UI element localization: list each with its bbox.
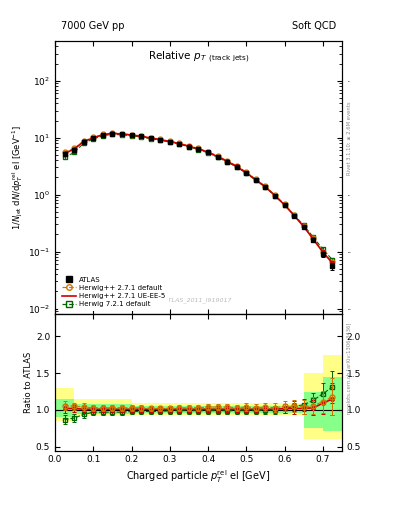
Y-axis label: Ratio to ATLAS: Ratio to ATLAS [24,352,33,413]
X-axis label: Charged particle $p^\mathrm{rel}_T$ el [GeV]: Charged particle $p^\mathrm{rel}_T$ el [… [127,468,270,485]
Text: mcplots.cern.ch [arXiv:1306.3436]: mcplots.cern.ch [arXiv:1306.3436] [347,323,352,414]
Text: ATLAS_2011_I919017: ATLAS_2011_I919017 [165,297,232,303]
Text: 7000 GeV pp: 7000 GeV pp [61,22,124,31]
Text: Soft QCD: Soft QCD [292,22,336,31]
Text: Rivet 3.1.10; ≥ 2.6M events: Rivet 3.1.10; ≥ 2.6M events [347,101,352,175]
Legend: ATLAS, Herwig++ 2.7.1 default, Herwig++ 2.7.1 UE-EE-5, Herwig 7.2.1 default: ATLAS, Herwig++ 2.7.1 default, Herwig++ … [59,273,169,311]
Y-axis label: $1/N_\mathrm{jet}\ \mathrm{d}N/\mathrm{d}p^\mathrm{rel}_T\ \mathrm{el\ [GeV^{-1}: $1/N_\mathrm{jet}\ \mathrm{d}N/\mathrm{d… [11,125,25,230]
Text: Relative $p_T$ $_{(\mathrm{track\ jets})}$: Relative $p_T$ $_{(\mathrm{track\ jets})… [148,49,249,65]
